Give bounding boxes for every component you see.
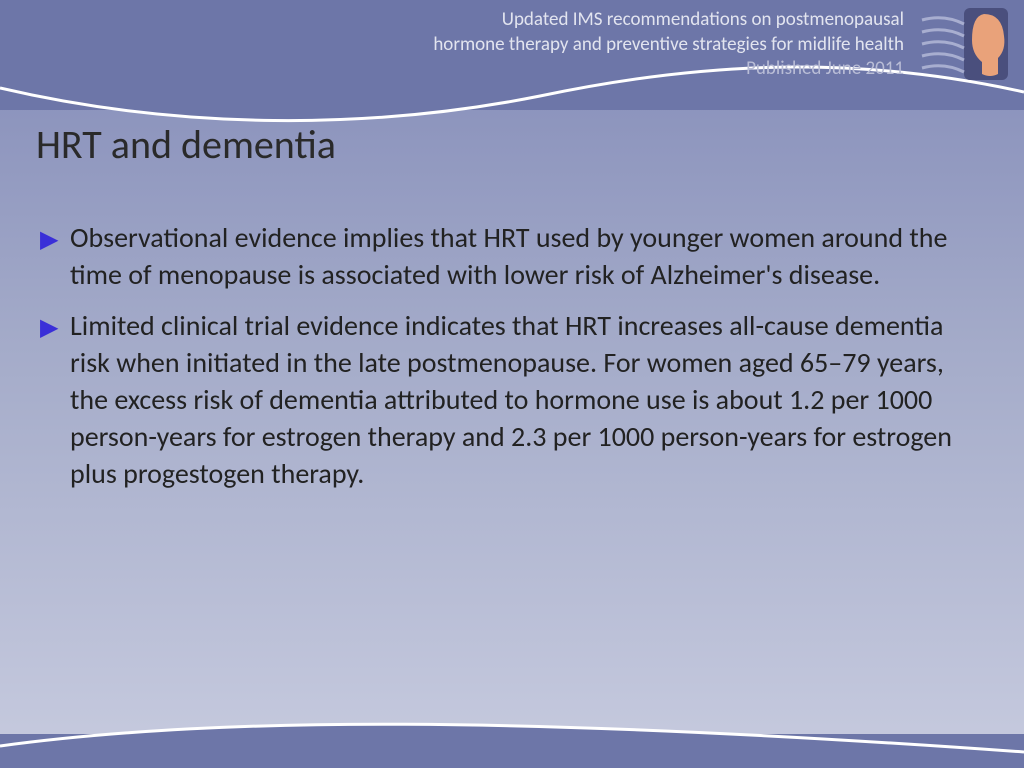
header-line2: hormone therapy and preventive strategie… bbox=[344, 33, 904, 58]
bullet-text: Limited clinical trial evidence indicate… bbox=[70, 308, 970, 493]
bullet-item: ▶ Observational evidence implies that HR… bbox=[40, 220, 970, 294]
slide-title: HRT and dementia bbox=[36, 120, 336, 169]
bullet-item: ▶ Limited clinical trial evidence indica… bbox=[40, 308, 970, 493]
content-area: ▶ Observational evidence implies that HR… bbox=[40, 220, 970, 507]
bullet-text: Observational evidence implies that HRT … bbox=[70, 220, 970, 294]
bullet-arrow-icon: ▶ bbox=[40, 308, 70, 493]
footer-band bbox=[0, 734, 1024, 768]
header-text-block: Updated IMS recommendations on postmenop… bbox=[344, 8, 904, 82]
ims-logo-icon bbox=[918, 6, 1010, 84]
header-line1: Updated IMS recommendations on postmenop… bbox=[344, 8, 904, 33]
bullet-arrow-icon: ▶ bbox=[40, 220, 70, 294]
header-published: Published June 2011 bbox=[344, 57, 904, 82]
slide: Updated IMS recommendations on postmenop… bbox=[0, 0, 1024, 768]
